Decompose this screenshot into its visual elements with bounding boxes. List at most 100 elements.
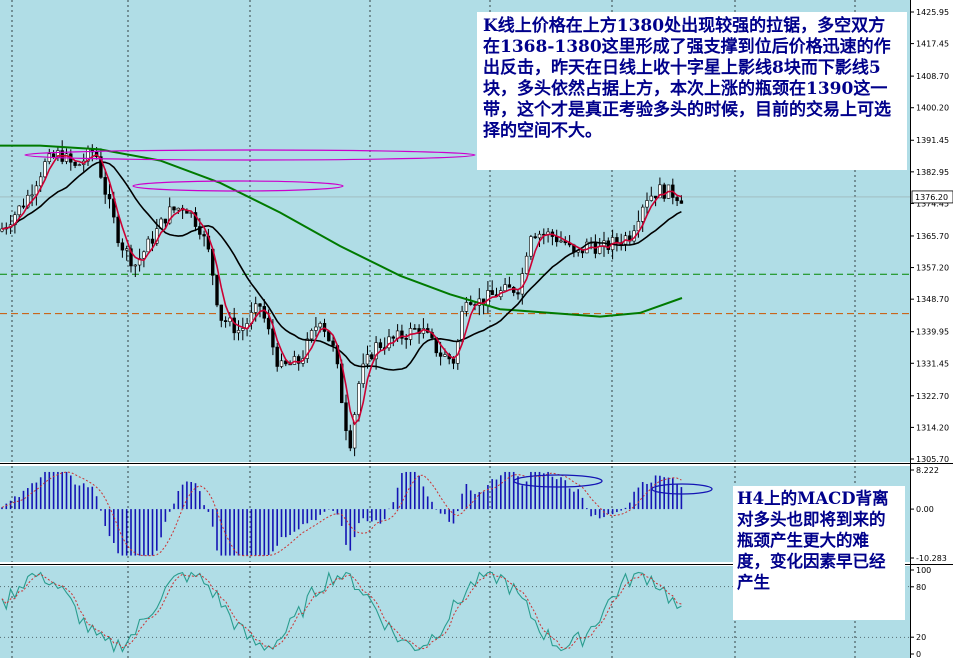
- candle-body: [597, 246, 602, 254]
- last-price-tag: [911, 190, 953, 204]
- candle-body: [142, 251, 146, 259]
- candle-body: [662, 184, 666, 199]
- candle-body: [464, 302, 469, 312]
- candle-body: [258, 303, 262, 307]
- candle-body: [559, 240, 563, 243]
- candle-body: [129, 248, 133, 267]
- candle-body: [219, 304, 223, 321]
- candle-body: [30, 194, 34, 197]
- candle-body: [374, 342, 378, 360]
- candle-body: [271, 328, 275, 348]
- candle-body: [344, 402, 348, 432]
- stoch-main-line: [1, 571, 682, 654]
- candle-body: [533, 236, 537, 239]
- candle-body: [529, 236, 533, 257]
- candle-body: [262, 306, 266, 319]
- candle-body: [137, 258, 142, 266]
- tick-label: 1400.20: [916, 104, 949, 113]
- tick-label: 1322.70: [916, 392, 949, 401]
- candle-body: [387, 336, 391, 349]
- candle-body: [438, 352, 443, 357]
- candle-body: [468, 302, 473, 305]
- tick-label: 1374.45: [916, 199, 949, 208]
- candle-body: [370, 354, 374, 360]
- candle-body: [284, 360, 288, 365]
- tick-label: 100: [916, 566, 931, 575]
- tick-label: 8.222: [916, 466, 939, 475]
- moving-average-medium: [1, 161, 682, 371]
- candle-body: [365, 354, 370, 365]
- tick-label: 1425.95: [916, 8, 949, 17]
- tick-label: 1357.20: [916, 264, 949, 273]
- candle-body: [318, 322, 322, 328]
- candle-body: [486, 290, 490, 306]
- tick-label: 1339.95: [916, 328, 949, 337]
- candle-body: [120, 242, 125, 251]
- candle-body: [490, 290, 494, 295]
- candle-body: [296, 356, 301, 364]
- tick-label: 1314.20: [916, 423, 949, 432]
- candle-body: [537, 233, 542, 239]
- candle-body: [73, 161, 77, 166]
- candle-body: [51, 153, 56, 158]
- candle-body: [198, 226, 202, 235]
- highlight-ellipse: [513, 474, 603, 488]
- candle-body: [107, 194, 112, 200]
- candle-body: [38, 176, 43, 187]
- macd-signal-line: [1, 471, 682, 557]
- candle-body: [223, 320, 228, 322]
- tick-label: 1365.70: [916, 232, 949, 241]
- candle-body: [658, 184, 662, 199]
- candle-body: [391, 336, 395, 339]
- tick-label: 0: [916, 650, 921, 658]
- candle-body: [352, 414, 357, 449]
- candle-body: [21, 205, 26, 208]
- candle-body: [404, 337, 408, 340]
- moving-average-short: [1, 153, 682, 426]
- candle-body: [125, 248, 129, 251]
- tick-label: 1408.70: [916, 72, 949, 81]
- tick-label: 80: [916, 583, 926, 592]
- candle-body: [172, 206, 176, 211]
- candle-body: [236, 330, 241, 334]
- highlight-ellipse: [132, 180, 344, 192]
- candle-body: [232, 317, 236, 334]
- candle-body: [357, 383, 361, 415]
- candle-body: [361, 363, 365, 384]
- candle-body: [675, 197, 679, 202]
- candle-body: [400, 330, 404, 339]
- candle-body: [146, 238, 150, 253]
- candle-body: [511, 287, 516, 293]
- tick-label: 1305.70: [916, 455, 949, 464]
- candle-body: [460, 311, 464, 342]
- candle-body: [331, 340, 335, 346]
- candle-body: [507, 284, 512, 288]
- annotation-text-top: K线上价格在上方1380处出现较强的拉锯，多空双方在1368-1380这里形成了…: [477, 12, 907, 170]
- tick-label: 1417.45: [916, 40, 949, 49]
- candle-body: [241, 328, 245, 331]
- candle-body: [176, 207, 180, 211]
- candle-body: [443, 354, 447, 357]
- candle-body: [77, 164, 82, 166]
- candle-body: [585, 241, 589, 254]
- last-price-label: 1376.20: [915, 193, 948, 202]
- candle-body: [150, 238, 155, 244]
- candle-body: [279, 360, 284, 367]
- candle-body: [378, 342, 383, 348]
- candle-body: [305, 338, 309, 359]
- candle-body: [254, 303, 258, 313]
- highlight-ellipse: [24, 149, 476, 161]
- candle-body: [653, 195, 658, 199]
- candle-body: [17, 205, 21, 216]
- tick-label: -10.283: [916, 554, 947, 563]
- tick-label: 1391.45: [916, 136, 949, 145]
- candle-body: [645, 200, 649, 208]
- candle-body: [314, 326, 318, 331]
- candle-body: [116, 216, 120, 244]
- candle-body: [451, 358, 456, 364]
- candle-body: [649, 195, 654, 201]
- candle-body: [155, 228, 159, 244]
- candle-body: [413, 328, 417, 330]
- tick-label: 0.00: [916, 505, 934, 514]
- candle-body: [163, 218, 168, 224]
